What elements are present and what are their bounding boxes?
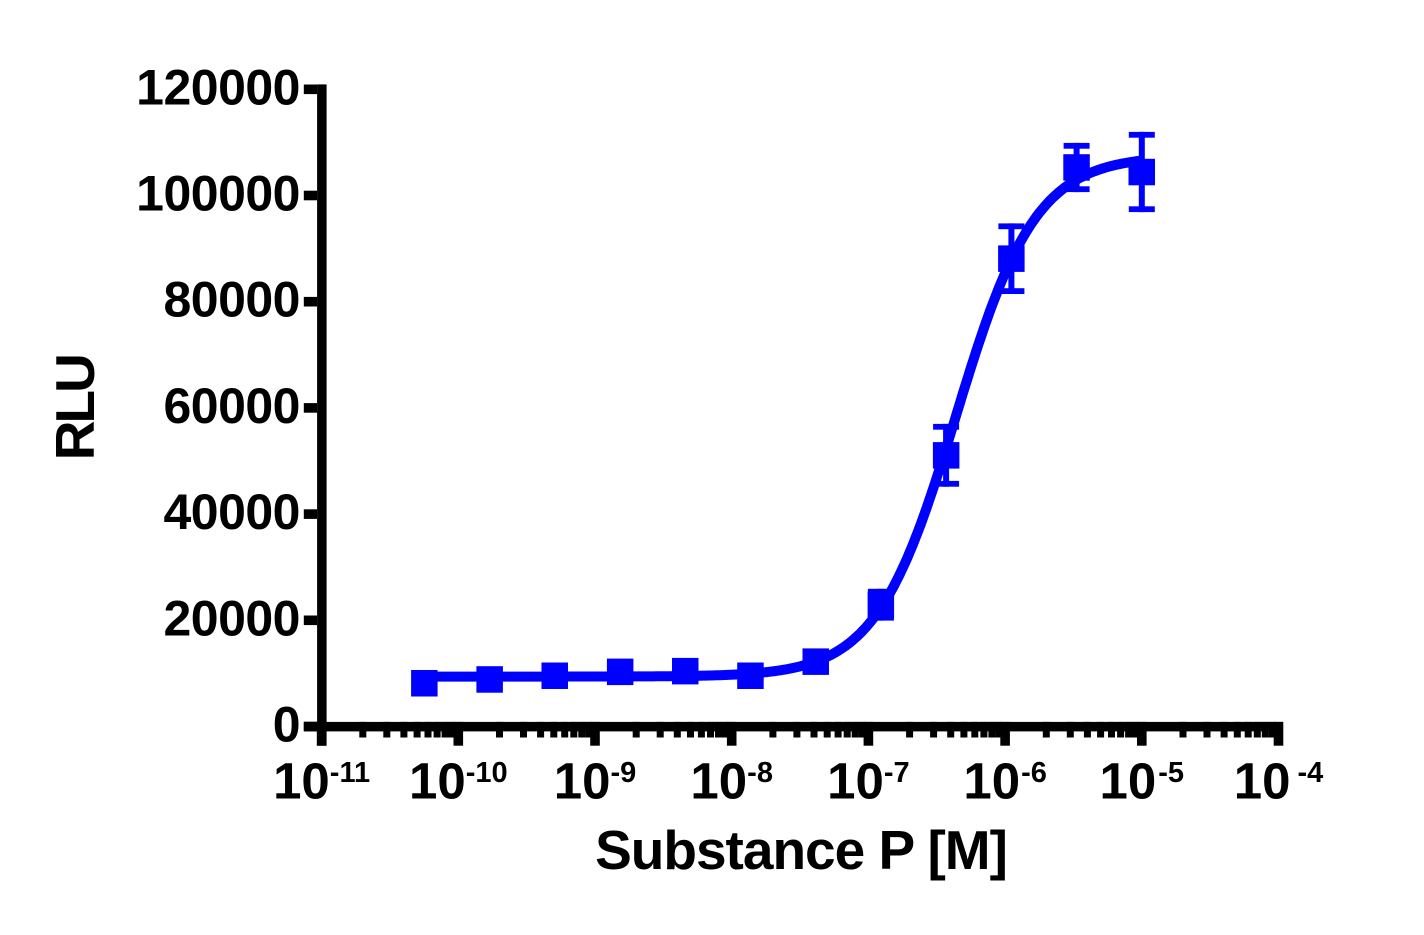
svg-text:RLU: RLU [44,356,106,460]
svg-text:0: 0 [273,697,300,753]
svg-text:120000: 120000 [136,59,300,115]
svg-text:10-4: 10 -4 [1234,752,1324,809]
svg-text:10-7: 10-7 [827,752,910,809]
svg-text:80000: 80000 [163,272,300,328]
svg-text:10-5: 10-5 [1100,752,1185,809]
svg-text:Substance P [M]: Substance P [M] [595,819,1007,881]
svg-text:10-8: 10-8 [690,752,773,809]
svg-text:40000: 40000 [163,484,300,540]
svg-text:10-10: 10-10 [409,752,508,809]
svg-text:100000: 100000 [136,166,300,222]
svg-text:60000: 60000 [163,378,300,434]
svg-text:20000: 20000 [163,590,300,646]
